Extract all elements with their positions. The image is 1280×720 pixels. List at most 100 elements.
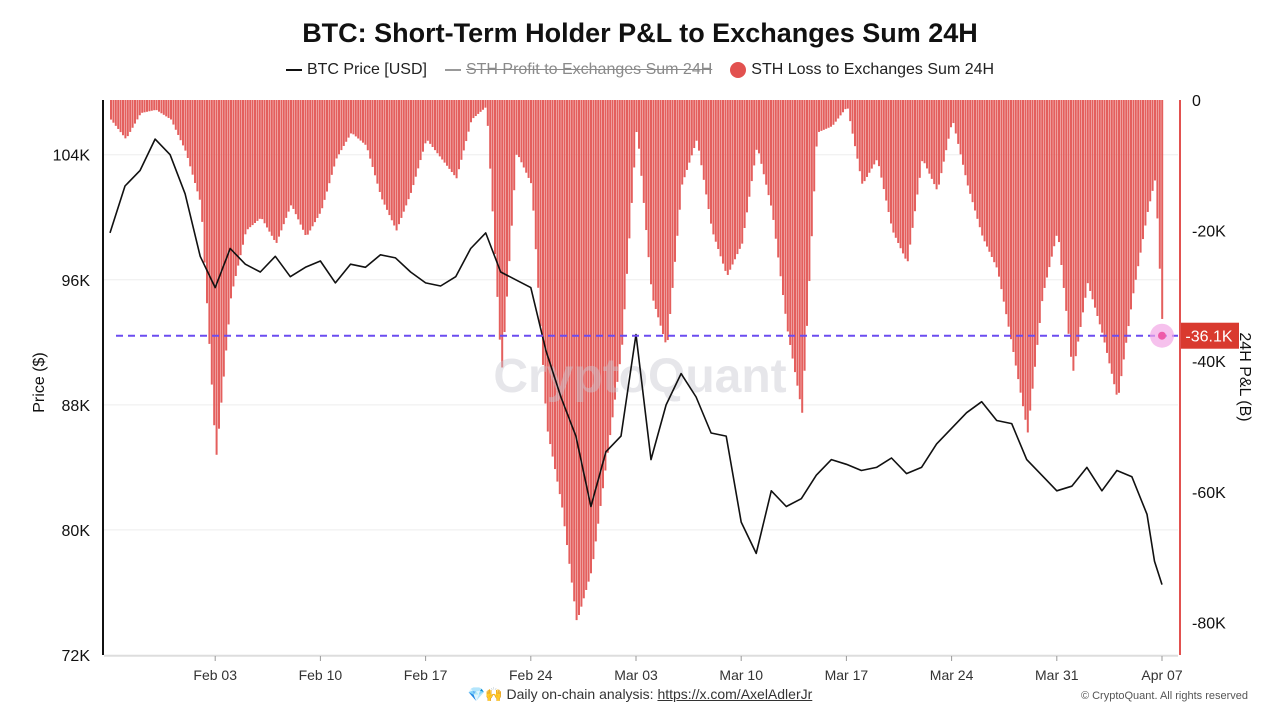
loss-bar [489,100,492,169]
loss-bar [659,100,662,326]
loss-bar [424,100,427,144]
y-left-tick-label: 88K [62,398,91,415]
loss-bar [1041,100,1044,302]
loss-bar [1070,100,1072,357]
loss-bar [237,100,240,266]
loss-bar [256,100,259,221]
loss-bar [294,100,297,215]
loss-bar [282,100,285,225]
y-left-tick-label: 96K [62,273,91,290]
loss-bar [352,100,355,135]
loss-bar [647,100,650,258]
loss-bar [302,100,304,230]
loss-bar [719,100,722,257]
x-tick-label: Mar 17 [825,667,869,683]
loss-bar [1098,100,1101,325]
loss-bar [390,100,393,221]
diamond-hands-icon: 💎🙌 [467,686,503,702]
loss-bar [1122,100,1125,360]
loss-bar [1043,100,1046,288]
legend-item-sth-profit[interactable]: STH Profit to Exchanges Sum 24H [444,61,712,79]
loss-bar [1154,100,1156,181]
loss-bar [873,100,876,165]
loss-bar [441,100,444,160]
loss-bar [726,100,729,275]
loss-bar [1146,100,1149,212]
loss-bar [407,100,410,200]
loss-bar [995,100,998,268]
loss-bar [966,100,969,186]
loss-bar [846,100,849,109]
loss-bar [458,100,460,170]
legend-item-sth-loss[interactable]: STH Loss to Exchanges Sum 24H [730,61,994,79]
loss-bar [491,100,494,212]
loss-bar [767,100,770,196]
loss-bar [609,100,612,436]
loss-bar [470,100,472,123]
loss-bar [1029,100,1032,411]
loss-bar [851,100,854,134]
loss-bar [201,100,204,222]
loss-bar [1065,100,1068,311]
loss-bar [443,100,446,163]
loss-bar [666,100,669,341]
loss-bar [952,100,955,124]
loss-bar [124,100,127,139]
loss-bar [321,100,324,209]
loss-bar [935,100,938,190]
loss-bar [383,100,386,205]
loss-bar [962,100,964,165]
loss-bar [287,100,290,212]
loss-bar [429,100,432,144]
loss-bar [546,100,549,432]
loss-bar [748,100,751,197]
footer-link[interactable]: https://x.com/AxelAdlerJr [657,686,813,702]
loss-bar [1142,100,1144,240]
loss-bar [568,100,571,564]
loss-bar [554,100,556,470]
loss-bar [1007,100,1010,327]
loss-bar [578,100,580,616]
loss-bar [594,100,597,542]
legend-label: STH Loss to Exchanges Sum 24H [751,61,995,78]
loss-bar [498,100,501,340]
loss-bar [959,100,962,155]
loss-bar [702,100,705,180]
loss-bar [126,100,129,137]
legend-item-btc-price[interactable]: BTC Price [USD] [285,61,427,79]
loss-bar [494,100,496,255]
loss-bar [465,100,468,142]
loss-bar [122,100,124,136]
loss-bar [662,100,664,335]
loss-bar [290,100,292,206]
loss-bar [117,100,120,129]
loss-bar [681,100,684,185]
loss-bar [242,100,244,245]
loss-bar [230,100,232,299]
loss-bar [642,100,645,203]
loss-bar [395,100,398,231]
loss-bar [1110,100,1113,374]
loss-bar [338,100,340,155]
loss-bar [160,100,163,114]
loss-bar [734,100,736,260]
loss-bar [976,100,979,219]
loss-bar [998,100,1000,277]
loss-bar [789,100,792,345]
loss-bar [220,100,223,403]
loss-bar [729,100,732,270]
loss-bar [174,100,177,130]
loss-bar [316,100,319,218]
loss-bar [786,100,789,332]
loss-bar [645,100,648,231]
loss-bar [227,100,230,325]
loss-bar [849,100,852,122]
loss-bar [1019,100,1022,393]
loss-bar [210,100,213,385]
loss-bar [585,100,588,590]
current-point[interactable] [1158,331,1166,340]
loss-bar [213,100,216,426]
loss-bar [114,100,117,126]
loss-bar [400,100,403,218]
